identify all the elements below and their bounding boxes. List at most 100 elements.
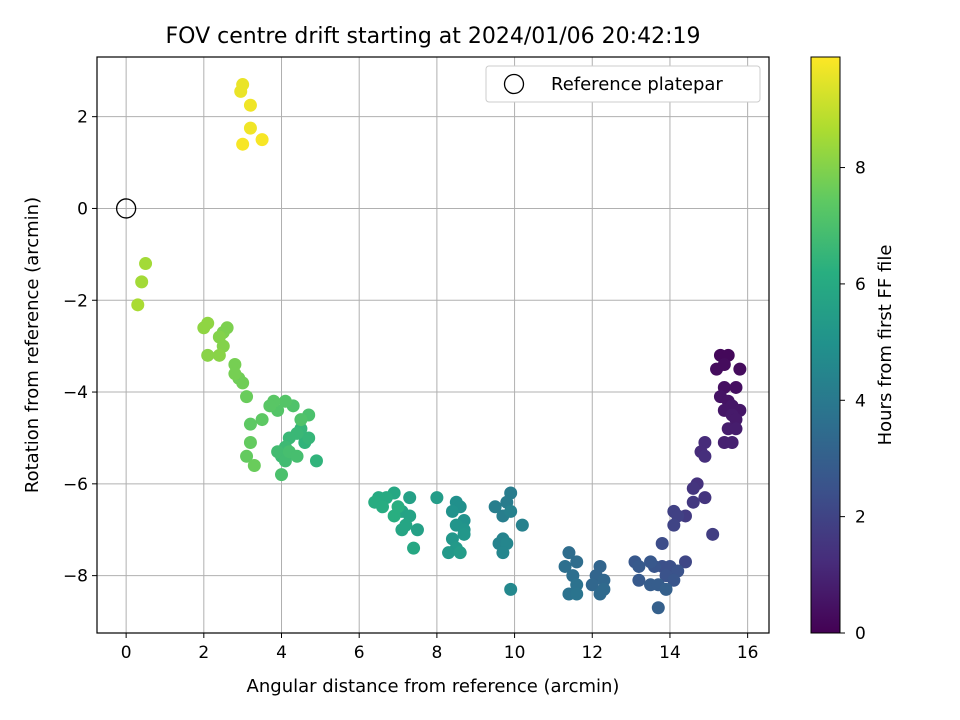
scatter-point — [201, 348, 215, 362]
scatter-point — [294, 413, 308, 427]
scatter-point — [698, 449, 712, 463]
scatter-point — [667, 518, 681, 532]
scatter-point — [212, 348, 226, 362]
scatter-point — [515, 518, 529, 532]
x-axis-ticks: 0 2 4 6 8 10 12 14 16 — [121, 633, 759, 663]
grid — [97, 57, 769, 633]
scatter-point — [717, 358, 731, 372]
scatter-point — [457, 527, 471, 541]
y-axis-label: Rotation from reference (arcmin) — [22, 197, 43, 493]
x-tick-label: 0 — [121, 643, 132, 663]
colorbar-tick-label: 8 — [855, 159, 866, 179]
scatter-point — [488, 500, 502, 514]
x-tick-label: 12 — [581, 643, 603, 663]
scatter-point — [243, 98, 257, 112]
scatter-point — [445, 504, 459, 518]
colorbar-label: Hours from first FF file — [875, 245, 896, 446]
x-tick-label: 8 — [431, 643, 442, 663]
legend-label-reference: Reference platepar — [551, 74, 723, 95]
scatter-point — [686, 481, 700, 495]
scatter-point — [453, 546, 467, 560]
scatter-point — [729, 413, 743, 427]
scatter-point — [632, 559, 646, 573]
chart-title: FOV centre drift starting at 2024/01/06 … — [166, 24, 701, 49]
plot-frame — [96, 56, 770, 634]
scatter-point — [275, 468, 289, 482]
scatter-point — [410, 523, 424, 537]
y-tick-label: −4 — [63, 383, 88, 403]
colorbar-ticks: 0 2 4 6 8 — [840, 159, 866, 644]
scatter-point — [376, 500, 390, 514]
scatter-point — [632, 573, 646, 587]
scatter-point — [271, 445, 285, 459]
y-tick-label: −2 — [63, 291, 88, 311]
y-tick-label: −8 — [63, 567, 88, 587]
scatter-point — [558, 559, 572, 573]
scatter-point — [263, 399, 277, 413]
colorbar-tick-label: 2 — [855, 508, 866, 528]
colorbar-tick-label: 6 — [855, 275, 866, 295]
scatter-point — [234, 84, 248, 98]
scatter-point — [593, 587, 607, 601]
x-tick-label: 10 — [504, 643, 526, 663]
scatter-point — [504, 582, 518, 596]
scatter-point — [243, 436, 257, 450]
scatter-point — [135, 275, 149, 289]
colorbar-tick-label: 0 — [855, 624, 866, 644]
scatter-point — [407, 541, 421, 555]
scatter-point — [247, 458, 261, 472]
scatter-point — [644, 555, 658, 569]
x-tick-label: 16 — [737, 643, 759, 663]
scatter-point — [236, 137, 250, 151]
scatter-point — [240, 449, 254, 463]
scatter-point — [391, 500, 405, 514]
x-tick-label: 4 — [276, 643, 287, 663]
x-tick-label: 2 — [198, 643, 209, 663]
scatter-points — [115, 78, 747, 615]
scatter-point — [706, 527, 720, 541]
scatter-point — [131, 298, 145, 312]
scatter-point — [651, 601, 665, 615]
scatter-point — [698, 491, 712, 505]
scatter-point — [201, 316, 215, 330]
scatter-point — [686, 495, 700, 509]
scatter-point — [585, 578, 599, 592]
colorbar-tick-label: 4 — [855, 391, 866, 411]
scatter-point — [504, 504, 518, 518]
legend-marker-reference — [503, 73, 525, 95]
y-tick-label: 2 — [77, 108, 88, 128]
y-tick-label: −6 — [63, 475, 88, 495]
y-axis-ticks: −8 −6 −4 −2 0 2 — [63, 108, 97, 587]
scatter-point — [678, 555, 692, 569]
scatter-point — [243, 121, 257, 135]
scatter-point — [228, 367, 242, 381]
scatter-point — [139, 257, 153, 271]
scatter-point — [243, 417, 257, 431]
scatter-point — [655, 537, 669, 551]
scatter-point — [302, 431, 316, 445]
reference-platepar-marker — [115, 198, 137, 219]
scatter-point — [667, 573, 681, 587]
scatter-point — [442, 546, 456, 560]
scatter-point — [729, 422, 743, 436]
scatter-point — [659, 582, 673, 596]
scatter-point — [430, 491, 444, 505]
x-tick-label: 6 — [354, 643, 365, 663]
legend: Reference platepar — [485, 65, 761, 103]
scatter-point — [729, 380, 743, 394]
x-tick-label: 14 — [659, 643, 681, 663]
scatter-point — [570, 587, 584, 601]
scatter-point — [725, 436, 739, 450]
scatter-point — [228, 358, 242, 372]
colorbar — [810, 56, 841, 634]
y-tick-label: 0 — [77, 199, 88, 219]
scatter-point — [395, 523, 409, 537]
scatter-point — [240, 390, 254, 404]
scatter-point — [570, 578, 584, 592]
scatter-point — [597, 573, 611, 587]
scatter-point — [562, 546, 576, 560]
scatter-point — [309, 454, 323, 468]
scatter-point — [255, 413, 269, 427]
scatter-point — [278, 394, 292, 408]
